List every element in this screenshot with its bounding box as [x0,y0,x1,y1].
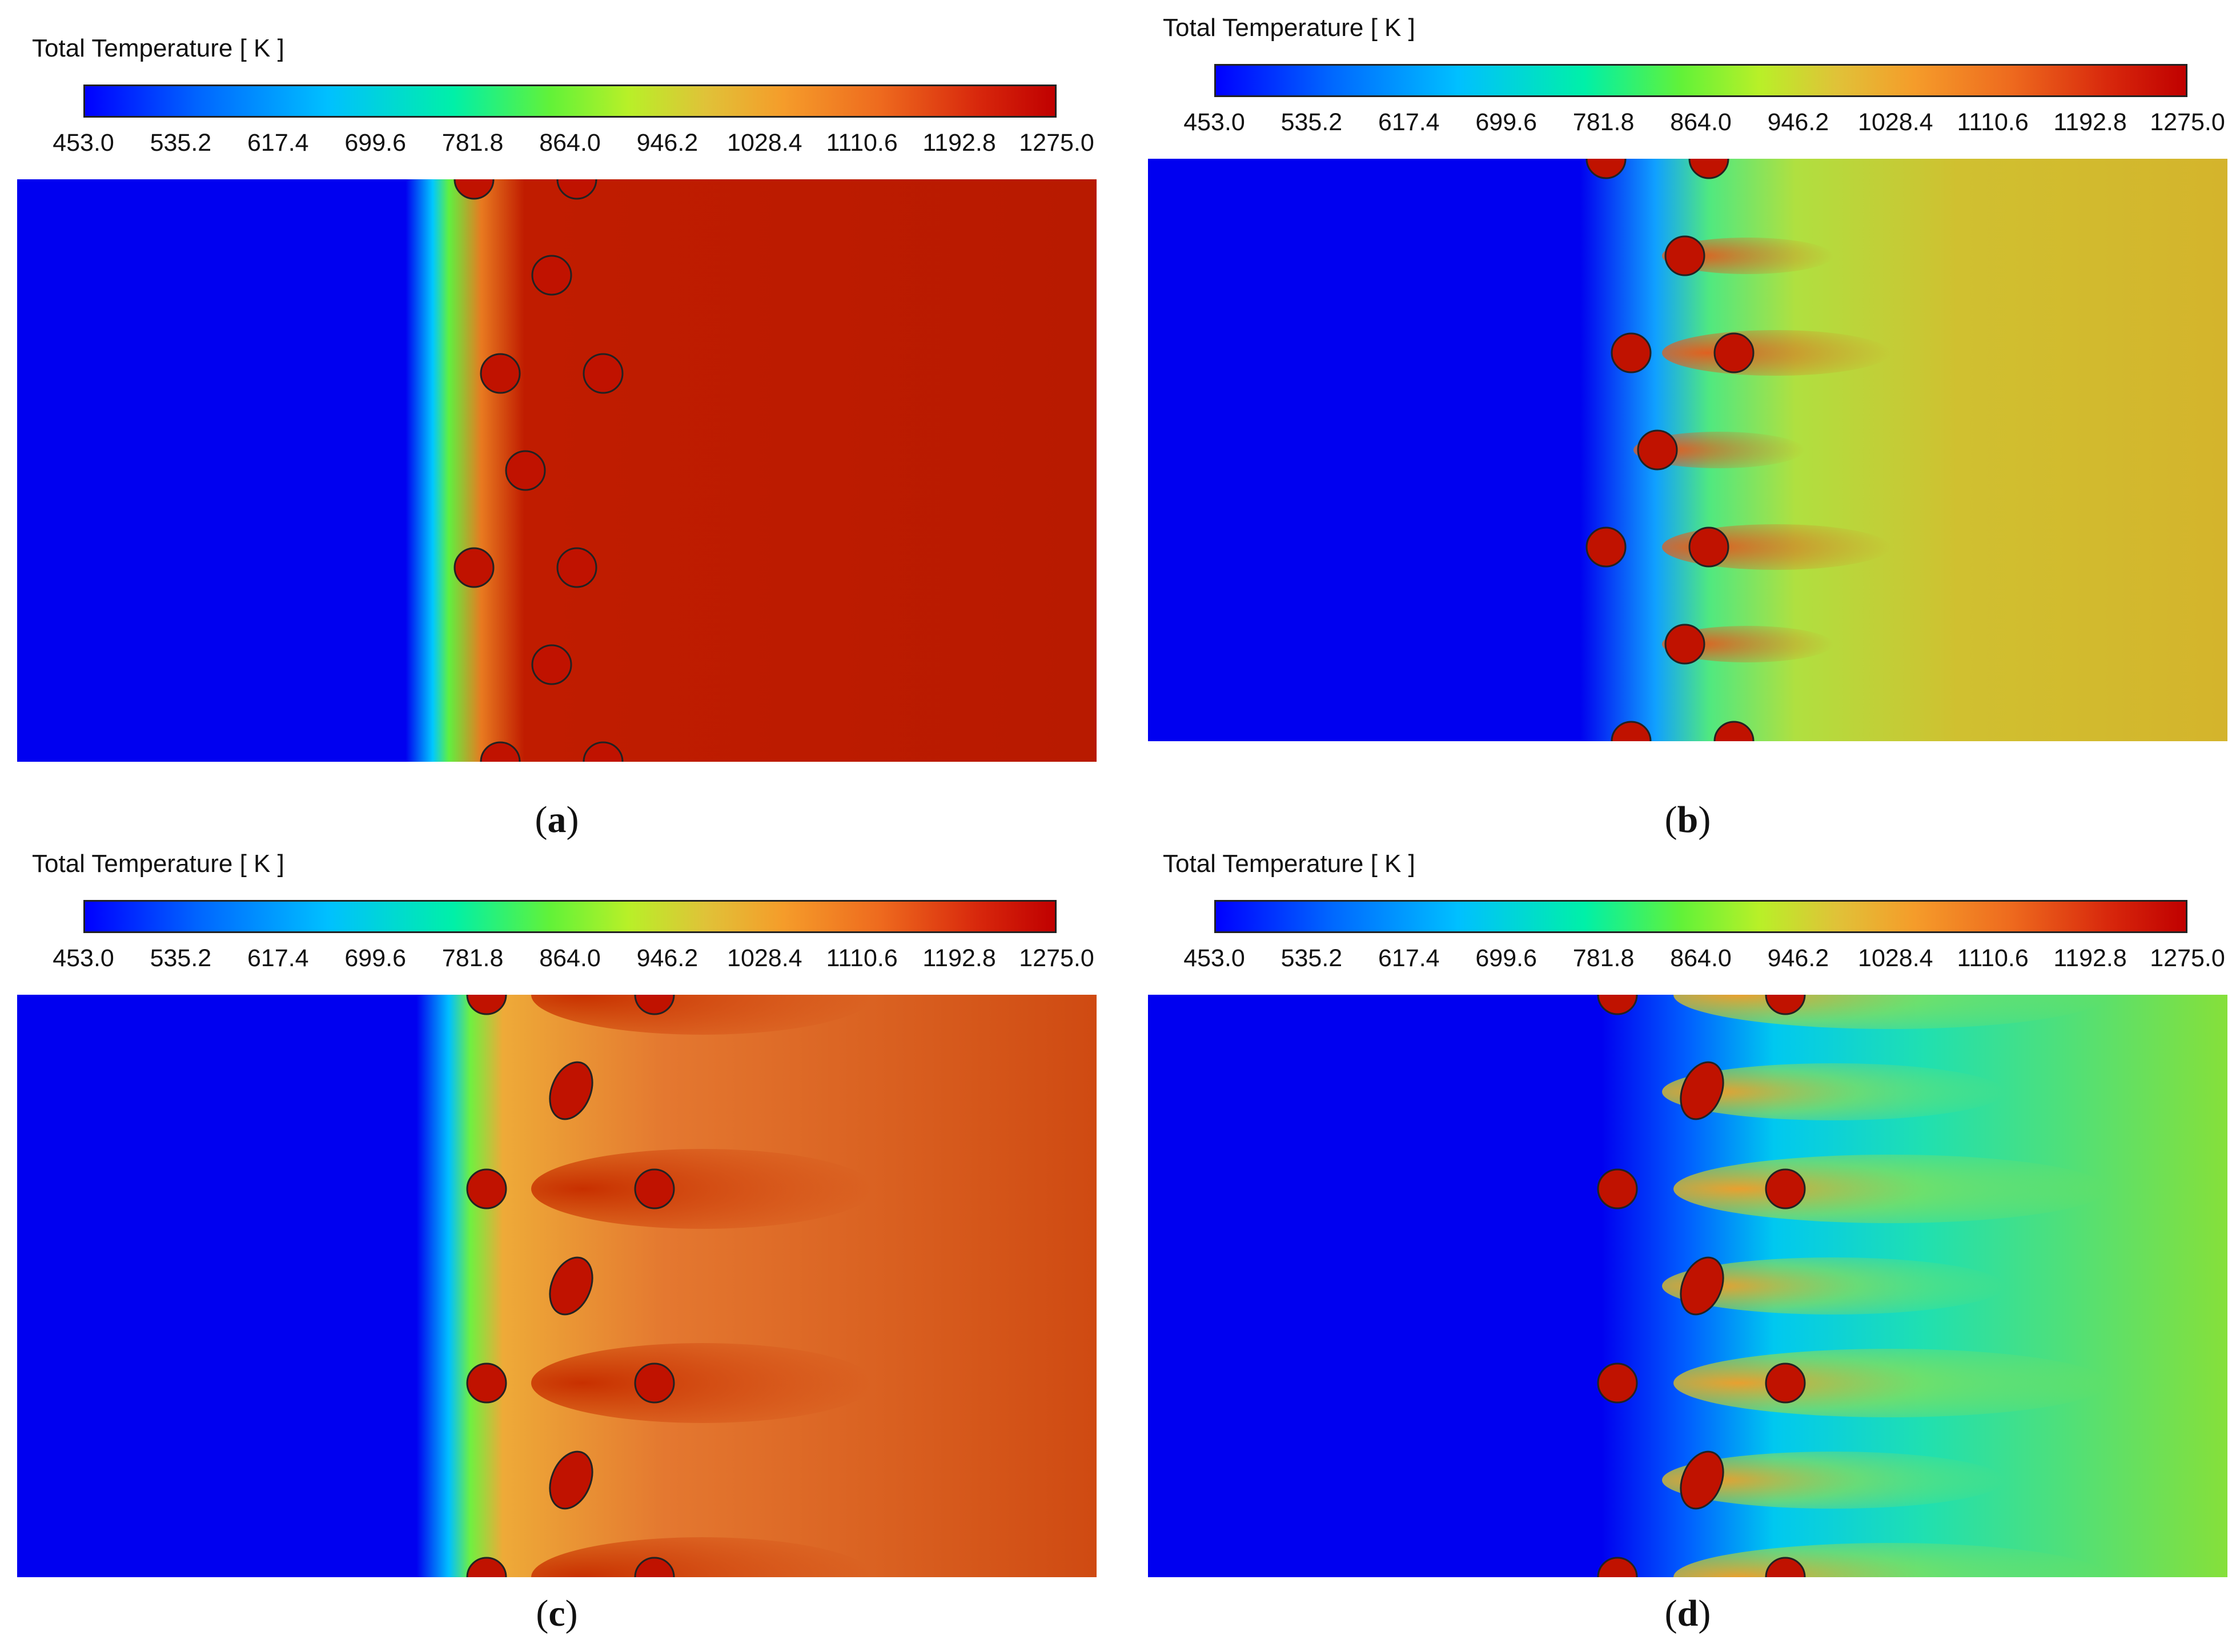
tick-label: 1275.0 [2150,944,2225,972]
panel-caption: (c) [536,1593,578,1634]
tick-label: 535.2 [1280,108,1343,136]
colorbar-ticks: 453.0 535.2 617.4 699.6 781.8 864.0 946.… [53,129,1094,158]
tick-label: 453.0 [1183,108,1245,136]
tick-label: 781.8 [441,129,504,156]
tick-label: 1110.6 [826,944,898,972]
tick-label: 699.6 [344,129,406,156]
tick-label: 1110.6 [1957,944,2029,972]
tick-label: 946.2 [636,944,699,972]
tick-label: 617.4 [1378,108,1440,136]
colorbar-title: Total Temperature [ K ] [1163,14,1415,42]
tick-label: 864.0 [539,129,601,156]
tick-label: 1275.0 [1019,944,1094,972]
tick-label: 1192.8 [2053,108,2127,136]
tick-label: 1275.0 [2150,108,2225,136]
tick-label: 1110.6 [826,129,898,156]
tick-label: 453.0 [53,944,114,972]
colorbar [1214,64,2187,97]
colorbar-ticks: 453.0 535.2 617.4 699.6 781.8 864.0 946.… [1183,108,2225,137]
tick-label: 1192.8 [922,944,996,972]
tick-label: 1028.4 [1858,944,1933,972]
colorbar [1214,900,2187,933]
tick-label: 946.2 [636,129,699,156]
tick-label: 946.2 [1767,108,1829,136]
tick-label: 535.2 [1280,944,1343,972]
tick-label: 781.8 [441,944,504,972]
tick-label: 1192.8 [922,129,996,156]
tick-label: 453.0 [53,129,114,156]
tick-label: 535.2 [150,944,212,972]
tick-label: 1028.4 [1858,108,1933,136]
panel-caption: (b) [1664,799,1711,841]
tick-label: 1110.6 [1957,108,2029,136]
tick-label: 699.6 [1475,944,1537,972]
panel-caption: (a) [535,799,579,841]
tick-label: 1028.4 [727,944,802,972]
temperature-contour [17,995,1097,1577]
panel-c: Total Temperature [ K ] 453.0 535.2 617.… [0,826,1119,1651]
tick-label: 864.0 [1670,944,1732,972]
tick-label: 864.0 [1670,108,1732,136]
tick-label: 617.4 [247,944,309,972]
temperature-contour [17,179,1097,762]
tick-label: 781.8 [1572,944,1635,972]
panel-b: Total Temperature [ K ] 453.0 535.2 617.… [1131,0,2240,841]
colorbar [83,900,1057,933]
panel-a: Total Temperature [ K ] 453.0 535.2 617.… [0,0,1119,841]
tick-label: 535.2 [150,129,212,156]
colorbar-title: Total Temperature [ K ] [1163,850,1415,878]
tick-label: 617.4 [1378,944,1440,972]
colorbar-ticks: 453.0 535.2 617.4 699.6 781.8 864.0 946.… [1183,944,2225,973]
tick-label: 617.4 [247,129,309,156]
tick-label: 699.6 [1475,108,1537,136]
tick-label: 946.2 [1767,944,1829,972]
tick-label: 1275.0 [1019,129,1094,156]
tick-label: 781.8 [1572,108,1635,136]
panel-d: Total Temperature [ K ] 453.0 535.2 617.… [1131,826,2240,1651]
colorbar-ticks: 453.0 535.2 617.4 699.6 781.8 864.0 946.… [53,944,1094,973]
tick-label: 1028.4 [727,129,802,156]
temperature-contour [1148,159,2227,741]
panel-caption: (d) [1664,1593,1711,1634]
temperature-contour [1148,995,2227,1577]
tick-label: 864.0 [539,944,601,972]
tick-label: 453.0 [1183,944,1245,972]
colorbar-title: Total Temperature [ K ] [32,34,284,62]
tick-label: 699.6 [344,944,406,972]
colorbar [83,85,1057,118]
colorbar-title: Total Temperature [ K ] [32,850,284,878]
tick-label: 1192.8 [2053,944,2127,972]
